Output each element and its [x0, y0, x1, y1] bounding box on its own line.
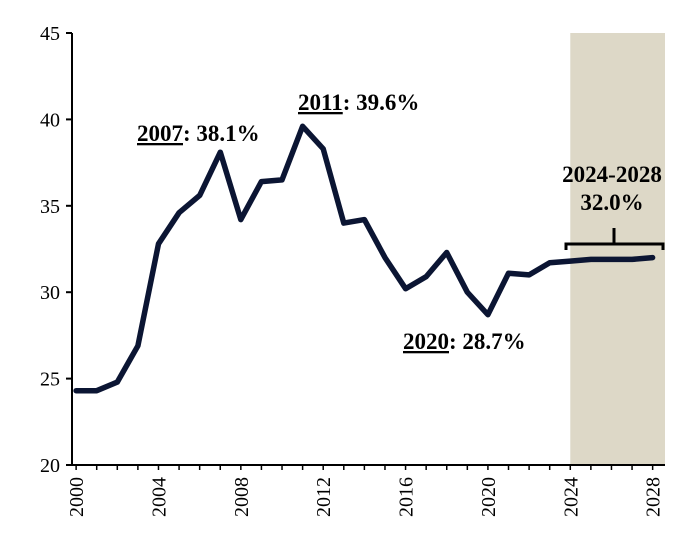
data-point	[238, 217, 243, 222]
data-point	[568, 259, 573, 264]
data-point	[197, 193, 202, 198]
annotation-forecast-value: 32.0%	[580, 190, 643, 215]
x-tick-label: 2020	[478, 477, 500, 517]
x-tick-label: 2016	[396, 477, 418, 517]
forecast-bracket	[564, 228, 665, 250]
y-tick-label: 40	[40, 109, 60, 131]
data-point	[403, 286, 408, 291]
y-tick-label: 45	[40, 23, 60, 45]
data-point	[424, 274, 429, 279]
x-tick-label: 2008	[231, 477, 253, 517]
data-point	[588, 257, 593, 262]
series-line	[73, 123, 656, 394]
data-point	[506, 271, 511, 276]
data-point	[94, 388, 99, 393]
y-tick-label: 20	[40, 455, 60, 477]
data-point	[115, 380, 120, 385]
data-point	[74, 388, 79, 393]
y-tick-labels: 20 25 30 35 40 45	[40, 23, 60, 477]
annotation-forecast-years: 2024-2028	[562, 162, 662, 187]
x-tick-labels: 2000 2004 2008 2012 2016 2020 2024 2028	[66, 477, 665, 517]
y-tick-label: 25	[40, 369, 60, 391]
annotation-2020: 2020: 28.7%	[403, 329, 526, 354]
data-point	[630, 257, 635, 262]
data-point	[300, 124, 305, 129]
data-point	[362, 217, 367, 222]
axes	[66, 32, 665, 470]
annotation-2011: 2011: 39.6%	[298, 90, 419, 115]
x-tick-label: 2004	[148, 477, 170, 517]
data-point	[135, 343, 140, 348]
data-point	[177, 210, 182, 215]
data-point	[527, 272, 532, 277]
data-point	[609, 257, 614, 262]
x-tick-label: 2024	[560, 477, 582, 517]
data-point	[280, 177, 285, 182]
data-point	[485, 312, 490, 317]
y-tick-label: 35	[40, 196, 60, 218]
x-tick-label: 2000	[66, 477, 88, 517]
x-tick-label: 2028	[643, 477, 665, 517]
data-point	[444, 250, 449, 255]
data-point	[321, 146, 326, 151]
x-tick-label: 2012	[313, 477, 335, 517]
data-point	[259, 179, 264, 184]
data-point	[156, 241, 161, 246]
data-point	[218, 150, 223, 155]
y-tick-label: 30	[40, 282, 60, 304]
annotation-2007: 2007: 38.1%	[137, 121, 260, 146]
data-point	[382, 255, 387, 260]
data-point	[341, 221, 346, 226]
data-point	[650, 255, 655, 260]
data-point	[547, 260, 552, 265]
forecast-shade	[570, 33, 665, 465]
data-point	[465, 290, 470, 295]
